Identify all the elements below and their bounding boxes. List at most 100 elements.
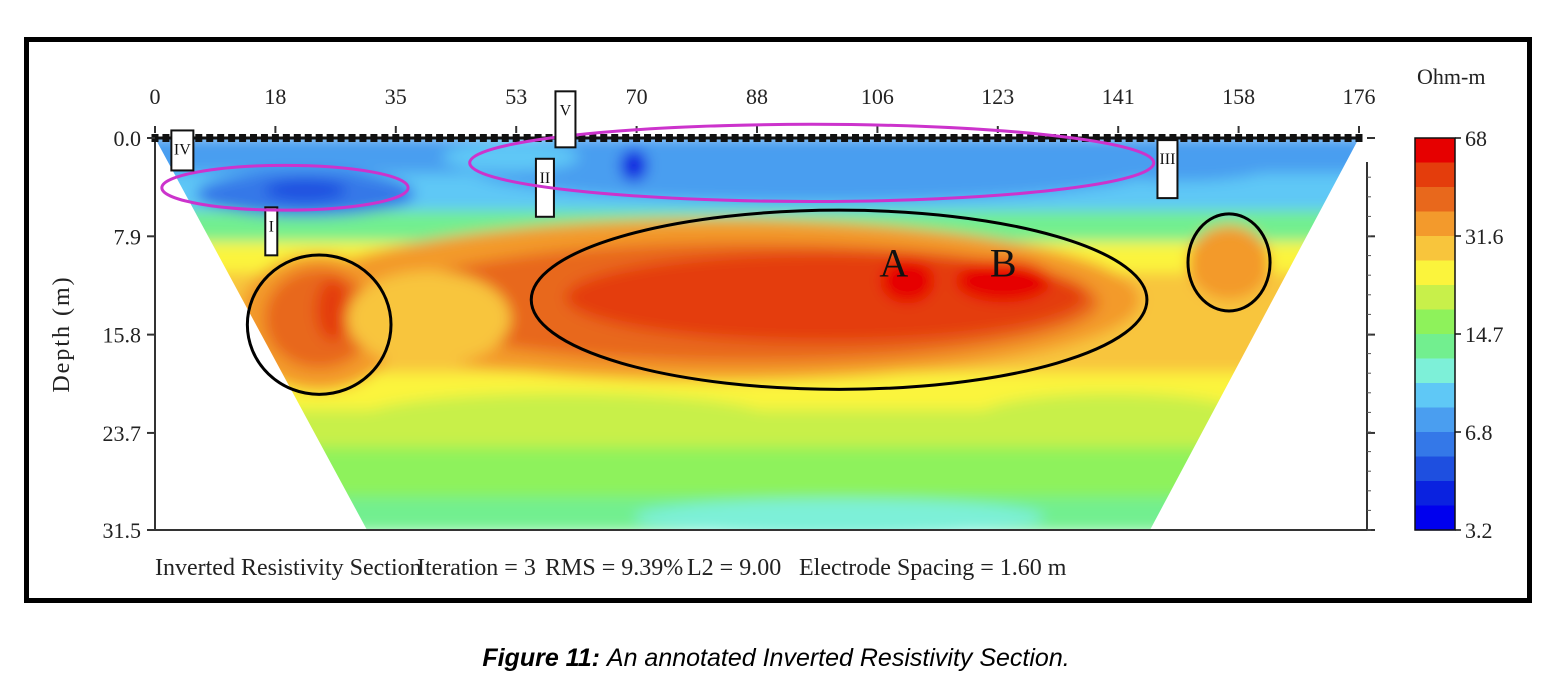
colorbar-tick-label: 14.7 <box>1465 322 1504 347</box>
colorbar-swatch <box>1415 285 1455 311</box>
electrode-marker <box>392 134 400 142</box>
electrode-marker <box>895 134 903 142</box>
section-anomaly-16 <box>633 498 1045 530</box>
electrode-marker <box>884 134 892 142</box>
electrode-marker <box>633 134 641 142</box>
electrode-marker <box>983 134 991 142</box>
electrode-marker <box>1191 134 1199 142</box>
electrode-marker <box>819 134 827 142</box>
electrode-marker <box>1092 134 1100 142</box>
electrode-marker <box>1125 134 1133 142</box>
annotation-letter-a: A <box>879 240 908 285</box>
footer-section-label: Inverted Resistivity Section <box>155 555 422 581</box>
electrode-marker <box>250 134 258 142</box>
electrode-marker <box>589 134 597 142</box>
x-tick-label: 158 <box>1222 84 1255 109</box>
electrode-marker <box>1333 134 1341 142</box>
electrode-marker <box>326 134 334 142</box>
colorbar-swatch <box>1415 162 1455 188</box>
electrode-marker <box>1267 134 1275 142</box>
colorbar-swatch <box>1415 383 1455 409</box>
electrode-marker <box>414 134 422 142</box>
x-tick-label: 70 <box>626 84 648 109</box>
y-tick-label: 0.0 <box>114 126 142 151</box>
annotation-v-label-box <box>554 90 577 149</box>
electrode-marker <box>1355 134 1363 142</box>
annotation-iii-label: III <box>1159 151 1175 168</box>
colorbar-swatch <box>1415 236 1455 262</box>
electrode-marker <box>611 134 619 142</box>
electrode-marker <box>917 134 925 142</box>
footer-rms: RMS = 9.39% <box>545 555 683 581</box>
electrode-marker <box>315 134 323 142</box>
electrode-marker <box>381 134 389 142</box>
electrode-marker <box>994 134 1002 142</box>
electrode-marker <box>348 134 356 142</box>
colorbar-swatch <box>1415 505 1455 531</box>
electrode-marker <box>370 134 378 142</box>
section-fill <box>155 138 1359 530</box>
footer-l2: L2 = 9.00 <box>687 555 781 581</box>
x-tick-label: 18 <box>264 84 286 109</box>
electrode-marker <box>1300 134 1308 142</box>
electrode-marker <box>425 134 433 142</box>
electrode-marker <box>1136 134 1144 142</box>
colorbar-swatch <box>1415 211 1455 237</box>
electrode-marker <box>698 134 706 142</box>
section-anomaly-10 <box>955 259 1052 303</box>
y-tick-label: 23.7 <box>103 421 142 446</box>
resistivity-section <box>155 138 1359 530</box>
electrode-marker <box>742 134 750 142</box>
colorbar-swatch <box>1415 260 1455 286</box>
electrode-marker <box>337 134 345 142</box>
y-tick-label: 15.8 <box>103 323 142 348</box>
colorbar-swatch <box>1415 187 1455 213</box>
section-band-7 <box>155 447 1359 501</box>
section-anomaly-9 <box>880 258 935 304</box>
electrode-marker <box>1235 134 1243 142</box>
electrode-marker <box>654 134 662 142</box>
x-tick-label: 0 <box>150 84 161 109</box>
x-tick-label: 123 <box>981 84 1014 109</box>
colorbar-swatch <box>1415 334 1455 360</box>
electrode-marker <box>753 134 761 142</box>
electrode-marker <box>1344 134 1352 142</box>
electrode-marker <box>1005 134 1013 142</box>
section-anomaly-8 <box>565 252 1086 343</box>
electrode-marker <box>1016 134 1024 142</box>
electrode-marker <box>512 134 520 142</box>
annotation-iv-outline <box>160 163 410 212</box>
electrode-marker <box>1081 134 1089 142</box>
electrode-marker <box>1049 134 1057 142</box>
electrode-marker <box>239 134 247 142</box>
electrode-marker <box>436 134 444 142</box>
section-anomaly-15 <box>346 271 511 366</box>
electrode-marker <box>217 134 225 142</box>
electrode-marker <box>709 134 717 142</box>
footer-electrode-spacing: Electrode Spacing = 1.60 m <box>799 555 1067 581</box>
colorbar-swatch <box>1415 456 1455 482</box>
y-tick-label: 7.9 <box>114 224 142 249</box>
annotation-ii-outline <box>529 208 1149 391</box>
electrode-marker <box>195 134 203 142</box>
electrode-marker <box>1147 134 1155 142</box>
electrode-marker <box>797 134 805 142</box>
x-tick-label: 53 <box>505 84 527 109</box>
colorbar-tick-label: 3.2 <box>1465 518 1493 543</box>
electrode-marker <box>523 134 531 142</box>
electrode-marker <box>271 134 279 142</box>
resistivity-section-chart: 0 18 35 53 70 88 106 123 141 158 176 0.0 7.9 15.8 23.… <box>49 64 1504 581</box>
annotation-iv-label-box <box>170 129 195 172</box>
colorbar-tick-label: 68 <box>1465 126 1487 151</box>
electrode-marker <box>961 134 969 142</box>
electrode-markers <box>151 134 1363 142</box>
section-anomaly-14 <box>1187 225 1271 300</box>
electrode-marker <box>1278 134 1286 142</box>
colorbar-swatch <box>1415 481 1455 507</box>
electrode-marker <box>578 134 586 142</box>
electrode-marker <box>1169 134 1177 142</box>
electrode-marker <box>775 134 783 142</box>
annotation-ii-label: II <box>540 170 551 187</box>
electrode-marker <box>928 134 936 142</box>
